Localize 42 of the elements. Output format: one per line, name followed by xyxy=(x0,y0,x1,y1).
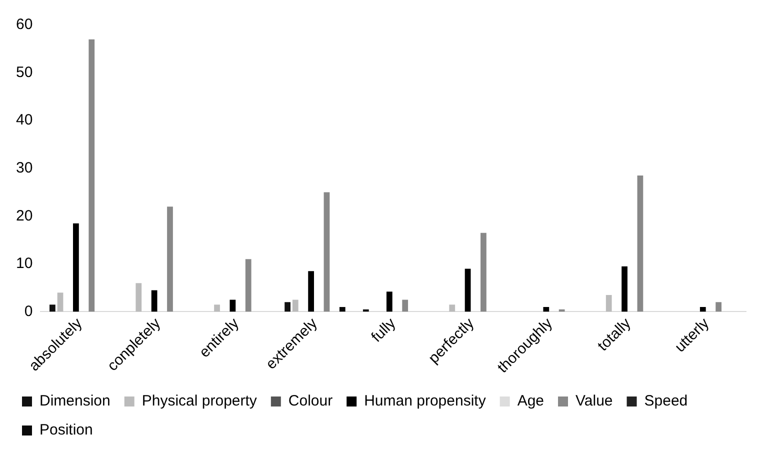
y-tick-label: 10 xyxy=(16,255,33,272)
legend-label: Colour xyxy=(288,392,333,410)
bar xyxy=(245,259,252,312)
bar xyxy=(402,300,408,312)
bar xyxy=(214,304,220,312)
bar xyxy=(716,302,722,312)
bar xyxy=(480,232,486,312)
x-tick-label: fully xyxy=(368,314,400,346)
bar xyxy=(284,302,290,312)
y-tick-label: 20 xyxy=(16,207,33,224)
bar xyxy=(151,290,158,312)
bar xyxy=(622,266,628,312)
bar xyxy=(136,283,142,312)
y-tick-label: 30 xyxy=(16,160,33,177)
bar xyxy=(308,271,314,312)
legend-label: Value xyxy=(576,392,613,410)
bar xyxy=(543,306,550,312)
bar xyxy=(449,304,456,312)
bar xyxy=(637,176,644,312)
bar xyxy=(73,223,79,312)
legend-label: Age xyxy=(517,392,544,410)
bar xyxy=(386,292,392,312)
bar xyxy=(88,39,95,312)
y-tick-label: 0 xyxy=(24,302,33,320)
y-tick-label: 60 xyxy=(16,16,33,34)
bar xyxy=(464,268,471,312)
bar xyxy=(167,206,173,312)
bar xyxy=(57,292,64,312)
y-tick-label: 40 xyxy=(16,112,33,129)
bar xyxy=(339,306,346,312)
legend-label: Dimension xyxy=(40,392,110,410)
bar xyxy=(292,300,298,312)
bar xyxy=(700,306,706,312)
bar xyxy=(324,192,330,312)
bar xyxy=(50,304,56,312)
y-tick-label: 50 xyxy=(16,64,33,81)
legend-label: Speed xyxy=(644,392,688,410)
bar xyxy=(230,300,236,312)
legend-label: Position xyxy=(40,422,93,439)
legend-label: Human propensity xyxy=(364,392,486,410)
bar xyxy=(606,295,612,312)
legend-label: Physical property xyxy=(142,392,258,410)
